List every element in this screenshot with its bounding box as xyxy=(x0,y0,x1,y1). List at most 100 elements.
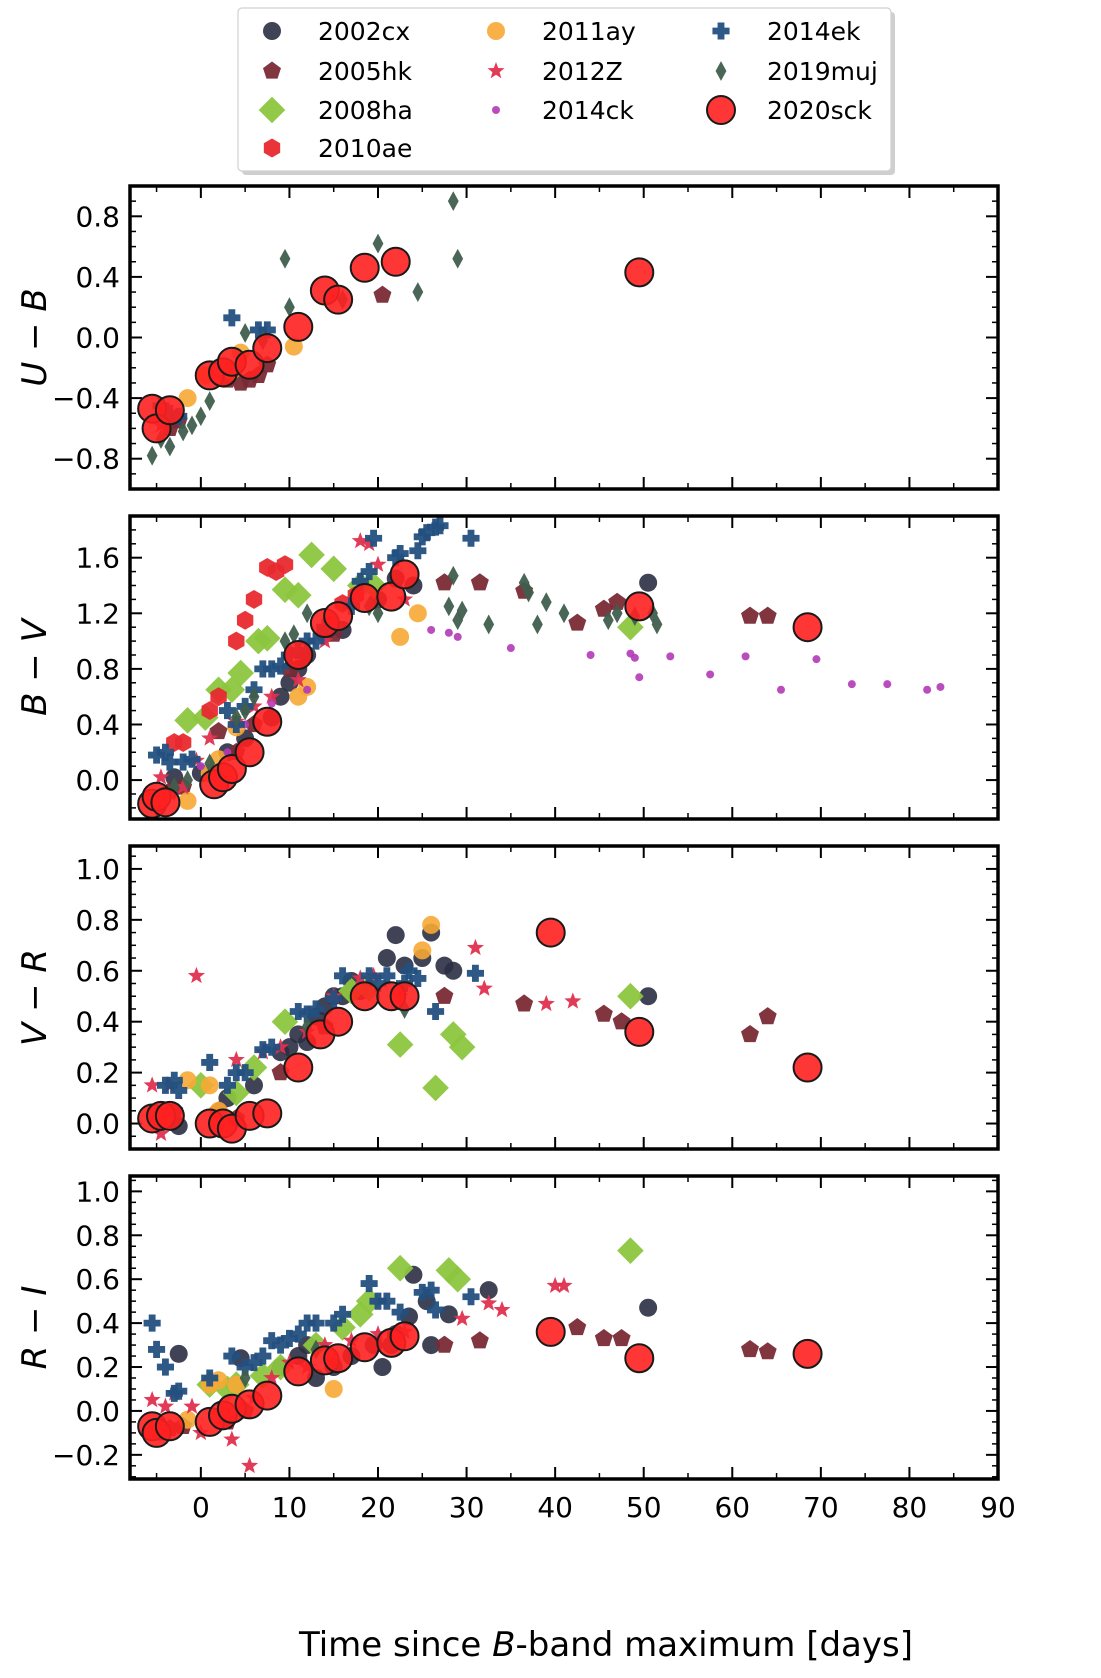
point-2014ek xyxy=(218,702,236,720)
point-2012z xyxy=(369,1325,387,1342)
legend-label-2014ck: 2014ck xyxy=(542,96,634,125)
point-2005hk xyxy=(568,1318,587,1336)
y-tick-label: 0.0 xyxy=(75,1108,120,1141)
point-2010ae xyxy=(210,687,227,707)
point-2014ek xyxy=(254,1347,272,1365)
legend-label-2011ay: 2011ay xyxy=(542,17,636,46)
point-2014ek xyxy=(413,1283,431,1301)
panel-r-i: −0.2 0.0 0.2 0.4 0.6 0.8 1.0 0 10 20 30 40 50 60 70 80 9… xyxy=(15,1174,1016,1524)
point-2019muj xyxy=(443,596,455,617)
point-2005hk xyxy=(594,1329,613,1347)
point-2020sck xyxy=(283,639,314,670)
legend-marker-2008ha xyxy=(258,96,286,124)
point-2008ha xyxy=(448,1033,476,1061)
legend-entry-2019muj: 2019muj xyxy=(715,57,878,86)
point-2008ha xyxy=(386,1031,414,1058)
point-2002cx xyxy=(386,926,405,945)
point-2014ck xyxy=(812,655,821,664)
point-2002cx xyxy=(639,573,658,592)
point-2005hk xyxy=(758,1007,777,1025)
point-2014ck xyxy=(847,680,856,689)
point-2019muj xyxy=(177,421,189,442)
point-2005hk xyxy=(758,1342,777,1360)
point-2002cx xyxy=(373,1358,392,1377)
point-2005hk xyxy=(608,592,627,610)
point-2019muj xyxy=(195,406,207,427)
point-2012z xyxy=(183,1397,201,1414)
point-2019muj xyxy=(164,436,176,457)
y-axis-label: B − V xyxy=(15,616,55,715)
point-2019muj xyxy=(168,777,180,797)
y-tick-label: −0.8 xyxy=(52,443,120,476)
point-2014ek xyxy=(143,1314,161,1332)
legend-marker-2002cx xyxy=(263,22,281,40)
point-2014ck xyxy=(630,653,639,662)
point-2020sck xyxy=(323,1006,354,1037)
point-2014ek xyxy=(462,529,480,547)
point-2014ek xyxy=(360,1275,378,1293)
point-2020sck xyxy=(624,257,655,288)
point-2014ck xyxy=(883,680,892,689)
point-2011ay xyxy=(178,791,197,810)
y-tick-label: 0.0 xyxy=(75,1395,120,1428)
point-2008ha xyxy=(444,1265,472,1293)
point-2011ay xyxy=(408,604,427,623)
point-2014ek xyxy=(387,549,405,567)
point-2008ha xyxy=(284,581,312,609)
point-2020sck xyxy=(624,1343,655,1374)
x-tick-label: 50 xyxy=(626,1491,662,1524)
data-points xyxy=(137,517,945,819)
point-2019muj xyxy=(301,603,313,624)
point-2014ek xyxy=(342,597,360,615)
point-2005hk xyxy=(470,1331,489,1349)
x-tick-label: 20 xyxy=(360,1491,396,1524)
point-2012z xyxy=(263,1369,281,1386)
point-2020sck xyxy=(252,1098,283,1129)
point-2014ek xyxy=(409,542,427,560)
point-2014ek xyxy=(249,321,267,339)
y-tick-label: 0.0 xyxy=(75,322,120,355)
panel-u-b: −0.8 −0.4 0.0 0.4 0.8 U − B xyxy=(15,184,1000,491)
x-tick-label: 70 xyxy=(803,1491,839,1524)
point-2012z xyxy=(143,1076,161,1093)
point-2020sck xyxy=(624,1016,655,1047)
point-2002cx xyxy=(245,1076,263,1095)
y-tick-label: 0.8 xyxy=(75,904,120,937)
point-2008ha xyxy=(617,1237,644,1264)
point-2019muj xyxy=(279,248,291,269)
point-2014ek xyxy=(161,753,179,771)
point-2012z xyxy=(316,1336,334,1353)
point-2012z xyxy=(156,1397,174,1414)
y-tick-label: −0.4 xyxy=(52,382,120,415)
point-2014ck xyxy=(267,699,276,708)
x-tick-label: 30 xyxy=(449,1491,485,1524)
point-2012z xyxy=(537,994,555,1012)
point-2014ek xyxy=(307,632,325,650)
point-2014ek xyxy=(462,1288,480,1306)
point-2014ek xyxy=(289,1325,307,1343)
point-2014ek xyxy=(156,1358,174,1376)
point-2014ek xyxy=(427,1002,445,1021)
point-2002cx xyxy=(639,987,658,1006)
point-2020sck xyxy=(792,1338,823,1369)
point-2019muj xyxy=(248,686,260,707)
point-2020sck xyxy=(252,333,283,364)
point-2014ek xyxy=(263,1038,281,1056)
point-2019muj xyxy=(372,603,384,624)
point-2020sck xyxy=(792,612,823,643)
point-2014ek xyxy=(148,746,166,764)
point-2020sck xyxy=(252,1380,283,1411)
point-2012z xyxy=(466,938,484,956)
point-2019muj xyxy=(447,565,459,586)
point-2010ae xyxy=(245,589,263,609)
point-2012z xyxy=(360,534,378,552)
point-2019muj xyxy=(146,445,158,466)
point-2014ek xyxy=(156,743,174,761)
point-2012z xyxy=(263,687,281,704)
x-tick-label: 10 xyxy=(272,1491,308,1524)
point-2020sck xyxy=(252,706,283,737)
point-2008ha xyxy=(386,1254,414,1282)
y-axis-label: V − R xyxy=(15,949,55,1046)
point-2014ck xyxy=(303,685,312,694)
point-2012z xyxy=(187,966,205,984)
